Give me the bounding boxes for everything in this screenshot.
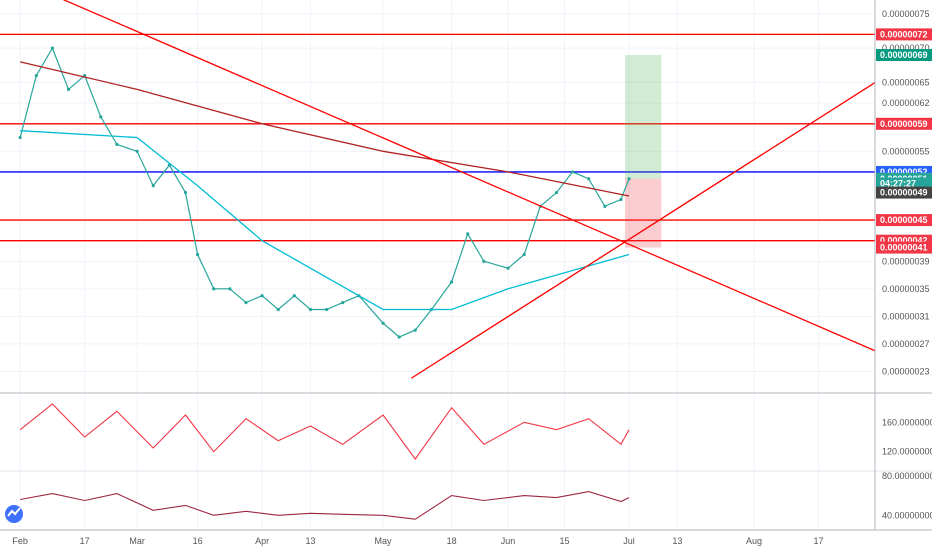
trendlines[interactable] (48, 0, 876, 379)
series-point-13 (228, 287, 232, 291)
series-point-15 (260, 294, 264, 298)
price-tag-label-1: 0.00000069 (880, 50, 928, 60)
date-tick-label-5: 13 (305, 536, 315, 546)
price-tag-label-2: 0.00000059 (880, 119, 928, 129)
date-tick-label-10: Jul (623, 536, 635, 546)
series-line-0 (19, 46, 630, 338)
price-tag-box-6 (876, 186, 932, 199)
oscillator-1-line (19, 403, 630, 460)
series-point-32 (554, 190, 559, 195)
price-tag-box-7 (876, 214, 932, 227)
date-tick-label-0: Feb (12, 536, 28, 546)
oscillator-1-tick-0: 160.00000000 (882, 417, 932, 427)
series-point-23 (397, 335, 401, 339)
series-point-1 (34, 74, 38, 78)
long-position-box[interactable] (625, 55, 662, 248)
price-tag-box-1 (876, 49, 932, 62)
series-point-3 (66, 87, 71, 92)
series-point-17 (292, 294, 296, 298)
price-tick-label-5: 0.00000039 (882, 256, 930, 266)
series-point-26 (450, 280, 454, 284)
date-tick-label-7: 18 (447, 536, 457, 546)
series-point-8 (151, 184, 155, 188)
series-point-27 (466, 232, 470, 236)
date-tick-label-3: 16 (193, 536, 203, 546)
trendline-0 (62, 0, 876, 352)
price-tag-label-0: 0.00000072 (880, 29, 928, 39)
position-target-zone (625, 55, 662, 179)
date-tick-label-9: 15 (560, 536, 570, 546)
series-point-36 (619, 197, 623, 202)
series-point-16 (276, 307, 280, 312)
price-tick-label-7: 0.00000031 (882, 311, 930, 321)
series-point-14 (244, 300, 248, 305)
oscillator-2-tick-1: 40.00000000 (882, 510, 932, 520)
date-tick-label-8: Jun (501, 536, 516, 546)
series-point-19 (325, 307, 329, 312)
date-tick-label-12: Aug (746, 536, 762, 546)
series-point-33 (570, 170, 575, 174)
price-tick-label-0: 0.00000075 (882, 9, 930, 19)
series-point-2 (50, 46, 55, 50)
grid (0, 0, 875, 530)
price-tick-label-1: 0.00000070 (882, 43, 930, 53)
series-point-28 (482, 259, 486, 263)
series-lines (18, 46, 631, 339)
position-stop-zone (625, 178, 662, 248)
date-tick-label-1: 17 (80, 536, 90, 546)
series-point-22 (381, 321, 385, 325)
price-tick-label-3: 0.00000062 (882, 98, 930, 108)
price-tick-label-9: 0.00000023 (882, 366, 930, 376)
price-tick-label-6: 0.00000035 (882, 284, 930, 294)
series-line-1 (20, 61, 630, 197)
oscillator-2-line (20, 491, 630, 520)
oscillator-1-tick-1: 120.00000000 (882, 447, 932, 457)
date-tick-label-13: 17 (814, 536, 824, 546)
series-point-34 (587, 177, 591, 181)
price-tag-label-6: 0.00000049 (880, 188, 928, 198)
price-tag-box-0 (876, 28, 932, 41)
oscillator-panels: 160.00000000 120.00000000 80.00000000 40.00… (0, 392, 932, 520)
price-tick-label-8: 0.00000027 (882, 339, 930, 349)
series-point-0 (18, 135, 22, 140)
date-tick-label-11: 13 (672, 536, 682, 546)
series-point-12 (212, 287, 216, 291)
series-point-37 (627, 177, 631, 181)
series-point-24 (413, 328, 417, 332)
series-line-2 (20, 130, 630, 311)
series-point-20 (341, 300, 345, 305)
series-point-11 (195, 252, 200, 257)
trendline-1 (410, 81, 876, 379)
series-point-7 (135, 149, 139, 153)
series-point-10 (183, 190, 188, 195)
series-point-5 (99, 115, 103, 119)
price-tick-label-2: 0.00000065 (882, 78, 930, 88)
tradingview-logo-icon[interactable] (5, 505, 23, 523)
series-point-35 (603, 204, 607, 208)
oscillator-2-tick-0: 80.00000000 (882, 471, 932, 481)
series-point-6 (115, 142, 119, 147)
date-tick-label-4: Apr (255, 536, 269, 546)
price-tag-box-2 (876, 117, 932, 130)
series-point-30 (522, 252, 526, 257)
price-tag-box-9 (876, 241, 932, 254)
price-tags: 0.00000072 0.00000069 0.00000059 0.00000052… (876, 28, 932, 254)
price-tag-label-3: 0.00000052 (880, 167, 928, 177)
horizontal-levels[interactable] (0, 33, 875, 242)
date-tick-label-6: May (375, 536, 393, 546)
date-tick-label-2: Mar (129, 536, 145, 546)
price-tag-label-5: 04:27:27 (880, 179, 916, 189)
series-point-29 (506, 266, 510, 270)
price-tag-label-9: 0.00000041 (880, 243, 928, 253)
series-point-18 (308, 307, 313, 312)
price-tag-label-7: 0.00000045 (880, 215, 928, 225)
price-tag-label-8: 0.00000042 (880, 236, 928, 246)
price-tick-label-4: 0.00000055 (882, 146, 930, 156)
